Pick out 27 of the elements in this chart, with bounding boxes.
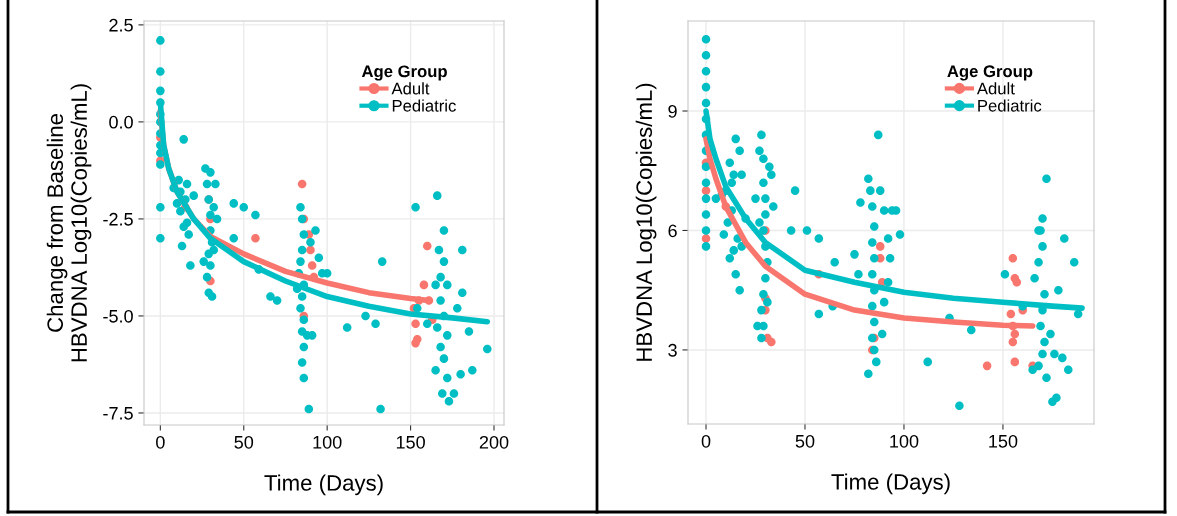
x-tick-label: 100: [313, 435, 342, 449]
y-axis-title: HBVDNA Log10(Copies/mL): [635, 83, 657, 361]
y-tick-label: -5.0: [103, 309, 133, 323]
legend-label: Pediatric: [978, 99, 1042, 112]
legend-label: Adult: [976, 82, 1015, 95]
y-tick-label: 9: [668, 104, 677, 118]
x-tick-label: 50: [234, 435, 254, 449]
y-tick-label: 2.5: [109, 18, 133, 32]
y-tick-label: -7.5: [103, 407, 133, 420]
legend-label: Adult: [391, 82, 430, 95]
y-tick-label: -2.5: [103, 212, 133, 226]
y-axis-title: Change from Baseline HBVDNA Log10(Copies/mL): [46, 84, 92, 362]
x-axis-title: Time (Days): [831, 473, 950, 495]
y-tick-label: 6: [668, 224, 677, 238]
legend-title: Age Group: [361, 65, 447, 81]
x-tick-label: 150: [989, 434, 1018, 448]
x-tick-label: 100: [890, 434, 919, 448]
x-tick-label: 150: [396, 435, 425, 449]
legend-title: Age Group: [947, 65, 1033, 81]
legend-label: Pediatric: [392, 99, 456, 112]
y-tick-label: 0.0: [109, 115, 133, 129]
x-tick-label: 0: [701, 434, 711, 448]
x-axis-title: Time (Days): [264, 474, 383, 496]
x-tick-label: 50: [795, 434, 815, 448]
x-tick-label: 0: [156, 435, 165, 449]
x-tick-label: 200: [479, 435, 509, 449]
y-tick-label: 3: [668, 343, 677, 357]
